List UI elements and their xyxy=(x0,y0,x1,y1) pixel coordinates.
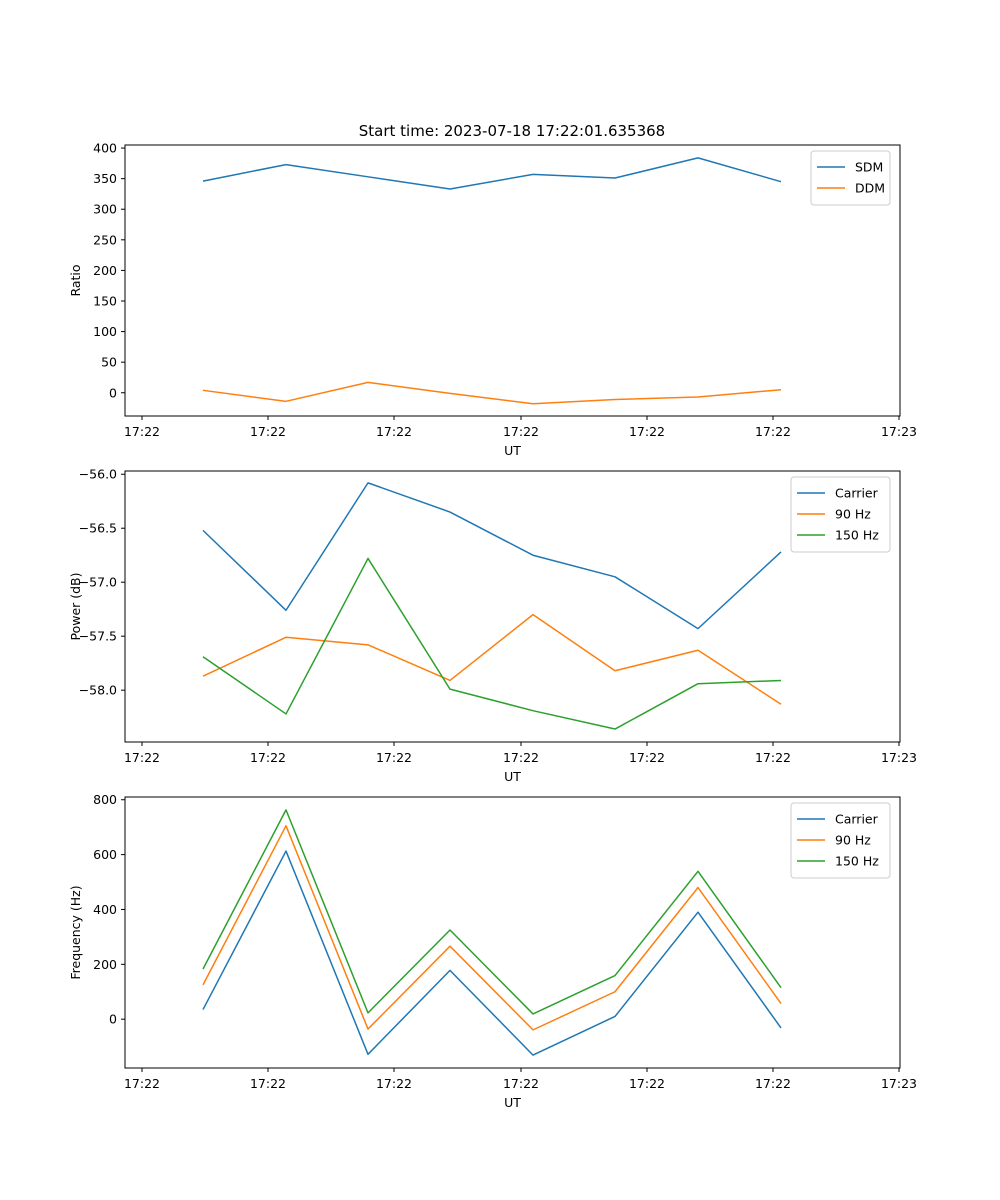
x-tick-label: 17:22 xyxy=(250,750,286,765)
y-tick-label: 800 xyxy=(93,792,117,807)
legend-box xyxy=(790,802,891,879)
x-tick-label: 17:22 xyxy=(124,750,160,765)
x-axis-label: UT xyxy=(504,443,521,458)
x-tick-label: 17:22 xyxy=(124,424,160,439)
legend-label: 90 Hz xyxy=(835,833,871,848)
series-line-carrier xyxy=(202,482,782,630)
legend-label: 90 Hz xyxy=(835,507,871,522)
y-axis-label: Power (dB) xyxy=(68,572,83,640)
y-tick-label: 150 xyxy=(93,293,117,308)
y-axis-label: Frequency (Hz) xyxy=(68,885,83,979)
series-line-90-hz xyxy=(202,825,782,1031)
series-line-ddm xyxy=(202,381,782,405)
x-tick-label: 17:22 xyxy=(755,1076,791,1091)
series-line-90-hz xyxy=(202,613,782,705)
x-tick-label: 17:22 xyxy=(376,750,412,765)
x-tick-label: 17:22 xyxy=(376,1076,412,1091)
y-axis-label: Ratio xyxy=(68,264,83,296)
x-tick-label: 17:22 xyxy=(124,1076,160,1091)
chart-panel-3: 0 200 400 600 800 17:22 17:22 17:22 17:22 17:22 17… xyxy=(68,792,917,1110)
y-tick-label: 0 xyxy=(109,385,117,400)
axes-frame xyxy=(124,796,901,1069)
x-tick-label: 17:22 xyxy=(755,424,791,439)
x-tick-label: 17:22 xyxy=(503,424,539,439)
legend-label: DDM xyxy=(855,181,885,196)
chart-panel-2: −58.0 −57.5 −57.0 −56.5 −56.0 17:22 17:22 17:22… xyxy=(68,467,917,784)
x-tick-label: 17:22 xyxy=(250,1076,286,1091)
legend: Carrier 90 Hz 150 Hz xyxy=(790,802,891,879)
axes-frame xyxy=(124,144,901,417)
x-tick-label: 17:22 xyxy=(376,424,412,439)
x-tick-label: 17:23 xyxy=(881,1076,917,1091)
chart-panel-1: 0 50 100 150 200 250 300 350 400 17:22 17:22 17:22 1… xyxy=(68,141,917,458)
y-tick-label: −57.0 xyxy=(79,575,117,590)
y-tick-label: 100 xyxy=(93,324,117,339)
y-tick-label: 250 xyxy=(93,232,117,247)
x-tick-label: 17:23 xyxy=(881,424,917,439)
y-tick-label: −56.0 xyxy=(79,467,117,482)
y-tick-label: −57.5 xyxy=(79,629,117,644)
series-line-150-hz xyxy=(202,809,782,1015)
y-tick-label: 50 xyxy=(101,355,117,370)
series-line-carrier xyxy=(202,850,782,1056)
series-line-sdm xyxy=(202,157,782,190)
legend-label: SDM xyxy=(855,160,883,175)
x-axis-label: UT xyxy=(504,769,521,784)
x-tick-label: 17:22 xyxy=(250,424,286,439)
x-tick-label: 17:22 xyxy=(503,1076,539,1091)
axes-frame xyxy=(124,470,901,743)
x-tick-label: 17:23 xyxy=(881,750,917,765)
figure-title: Start time: 2023-07-18 17:22:01.635368 xyxy=(359,122,665,140)
y-tick-label: 350 xyxy=(93,171,117,186)
y-tick-label: 400 xyxy=(93,141,117,156)
x-tick-label: 17:22 xyxy=(629,1076,665,1091)
x-tick-label: 17:22 xyxy=(629,750,665,765)
y-tick-label: 200 xyxy=(93,263,117,278)
x-axis-label: UT xyxy=(504,1095,521,1110)
x-tick-label: 17:22 xyxy=(755,750,791,765)
x-tick-label: 17:22 xyxy=(503,750,539,765)
y-tick-label: −56.5 xyxy=(79,521,117,536)
legend-box xyxy=(790,476,891,553)
series-line-150-hz xyxy=(202,557,782,730)
y-tick-label: 300 xyxy=(93,202,117,217)
legend-label: Carrier xyxy=(835,486,879,501)
legend-box xyxy=(810,150,891,206)
y-tick-label: 400 xyxy=(93,902,117,917)
y-tick-label: 600 xyxy=(93,847,117,862)
y-tick-label: −58.0 xyxy=(79,683,117,698)
legend-label: 150 Hz xyxy=(835,854,879,869)
legend: SDM DDM xyxy=(810,150,891,206)
legend: Carrier 90 Hz 150 Hz xyxy=(790,476,891,553)
legend-label: Carrier xyxy=(835,812,879,827)
y-tick-label: 200 xyxy=(93,957,117,972)
y-tick-label: 0 xyxy=(109,1012,117,1027)
legend-label: 150 Hz xyxy=(835,528,879,543)
x-tick-label: 17:22 xyxy=(629,424,665,439)
